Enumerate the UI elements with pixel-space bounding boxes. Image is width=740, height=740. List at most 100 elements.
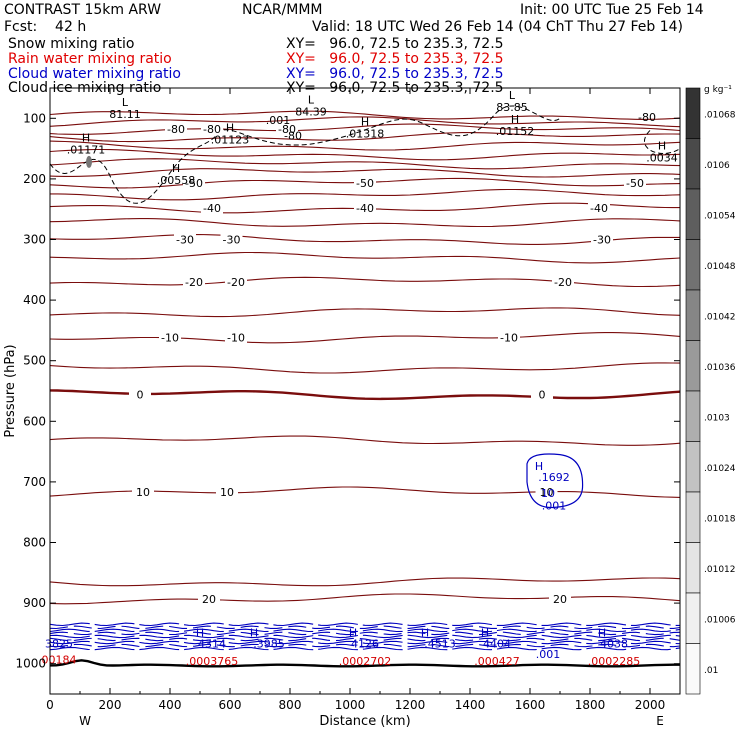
isotherm-label: -40 xyxy=(590,202,608,215)
cloud-water-cell xyxy=(526,453,584,508)
cloud-water-value: 10 xyxy=(541,487,555,500)
snow-extremum-marker: L xyxy=(308,93,315,106)
colorbar-swatch xyxy=(685,87,701,139)
plot-frame xyxy=(49,87,681,695)
isotherm--80 xyxy=(50,123,680,135)
isotherm-label-bg xyxy=(354,177,376,191)
isotherm-label-bg xyxy=(588,201,610,215)
contour-labels: 20 20 10 10 10 0 0 -10 -10 -10 -20 -20 -20 -30 -30 -30 -… xyxy=(42,89,678,668)
isotherm-label-bg xyxy=(591,233,613,247)
isotherm-label-bg xyxy=(624,177,646,191)
isotherm-label-bg xyxy=(174,233,196,247)
snow-extremum-value: 83.85 xyxy=(496,101,528,114)
snow-extremum-marker: H xyxy=(361,115,369,128)
isotherm-label-bg xyxy=(225,331,247,345)
colorbar-tick-label: .01018 xyxy=(704,514,736,524)
cloud-water-marker: H xyxy=(349,626,357,639)
cloud-water-value: .1692 xyxy=(538,471,570,484)
rain-extremum-value: .000427 xyxy=(474,655,520,668)
colorbar-swatch xyxy=(685,239,701,291)
isotherm-label-bg xyxy=(183,275,205,289)
colorbar: .01068 .0106 .01054 .01048 .01042 .01036 .0103… xyxy=(685,85,736,695)
y-tick-label: 800 xyxy=(23,536,46,550)
isotherm-label: -10 xyxy=(227,332,245,345)
center-label: NCAR/MMM xyxy=(242,2,323,18)
cloud-water-marker: H xyxy=(481,626,489,639)
isotherm-label: -20 xyxy=(227,276,245,289)
snow-extremum-marker: H xyxy=(226,121,234,134)
snow-extremum-value: .0034 xyxy=(646,152,678,165)
isotherm-label: -30 xyxy=(223,234,241,247)
isotherm-label-bg xyxy=(183,177,205,191)
isotherm-label: -80 xyxy=(203,123,221,136)
x-tick-label: 0 xyxy=(46,698,54,712)
isotherm-label: -20 xyxy=(554,276,572,289)
colorbar-tick-label: .0103 xyxy=(704,413,730,423)
isotherm--35 xyxy=(50,218,680,228)
isotherm-label: 20 xyxy=(553,593,567,606)
colorbar-swatch xyxy=(685,138,701,190)
isotherm-label-bg xyxy=(159,331,181,345)
x-tick-label: 1600 xyxy=(515,698,546,712)
isotherm-label: 10 xyxy=(540,486,554,499)
field-xy-rain: XY= 96.0, 72.5 to 235.3, 72.5 xyxy=(286,51,504,67)
isotherm-15 xyxy=(50,577,680,587)
snow-extremum-marker: L xyxy=(509,89,516,102)
axes: 0 200 400 600 800 1000 1200 1400 1600 1800 2000100… xyxy=(3,87,681,729)
colorbar-swatch xyxy=(685,542,701,594)
cloud-water-marker: H xyxy=(421,626,429,639)
field-label-cloud-water: Cloud water mixing ratio xyxy=(8,66,181,82)
isotherm--85 xyxy=(50,116,680,128)
isotherm-label-bg xyxy=(165,123,187,137)
cloud-water-contour xyxy=(50,637,680,642)
snow-blob xyxy=(86,155,92,168)
isotherm-label-bg xyxy=(132,486,154,500)
rain-extremum-value: .0002702 xyxy=(339,655,392,668)
cloud-water-contours xyxy=(50,453,680,651)
west-label: W xyxy=(79,714,91,728)
cloud-water-value: .001 xyxy=(536,648,561,661)
isotherm-label-bg xyxy=(535,486,558,500)
y-tick-label: 900 xyxy=(23,596,46,610)
init-time: Init: 00 UTC Tue 25 Feb 14 xyxy=(520,2,704,18)
isotherm-0 xyxy=(50,389,680,401)
cloud-water-marker: H xyxy=(250,626,258,639)
isotherm-label: -80 xyxy=(638,111,656,124)
isotherm--65 xyxy=(50,148,680,161)
cloud-water-value: 4404 xyxy=(483,637,511,650)
x-tick-label: 600 xyxy=(219,698,242,712)
isotherm-label: -30 xyxy=(176,234,194,247)
run-title: CONTRAST 15km ARW xyxy=(4,2,162,18)
x-tick-label: 1200 xyxy=(395,698,426,712)
colorbar-swatch xyxy=(685,289,701,341)
colorbar-tick-label: .01068 xyxy=(704,110,736,120)
snow-extremum-value: 84.39 xyxy=(295,105,327,118)
forecast-hour: Fcst: 42 h xyxy=(4,19,87,35)
isotherm-label: 10 xyxy=(136,486,150,499)
colorbar-tick-label: .01054 xyxy=(704,211,736,221)
colorbar-units: g kg⁻¹ xyxy=(704,85,732,95)
isotherm-label: -80 xyxy=(167,123,185,136)
colorbar-swatch xyxy=(685,441,701,493)
colorbar-tick-label: .01024 xyxy=(704,464,736,474)
isotherm-10 xyxy=(50,486,680,498)
isotherm-label-bg xyxy=(201,201,223,215)
isotherm--90 xyxy=(50,110,680,120)
colorbar-tick-label: .01012 xyxy=(704,565,736,575)
snow-contour xyxy=(643,130,680,154)
field-xy-snow: XY= 96.0, 72.5 to 235.3, 72.5 xyxy=(286,36,504,52)
colorbar-swatch xyxy=(685,643,701,695)
y-tick-label: 600 xyxy=(23,414,46,428)
colorbar-tick-label: .01048 xyxy=(704,262,736,272)
isotherm-label-bg xyxy=(531,388,553,402)
isotherm-label: 0 xyxy=(539,389,546,402)
isotherm-label-bg xyxy=(129,388,151,402)
isotherm-label: -10 xyxy=(161,332,179,345)
y-tick-label: 200 xyxy=(23,172,46,186)
isotherm-label: -40 xyxy=(203,202,221,215)
east-label: E xyxy=(656,714,664,728)
colorbar-swatch xyxy=(685,390,701,442)
cloud-water-marker: H xyxy=(535,460,543,473)
snow-extremum-value: .00558 xyxy=(157,174,196,187)
x-tick-label: 200 xyxy=(99,698,122,712)
